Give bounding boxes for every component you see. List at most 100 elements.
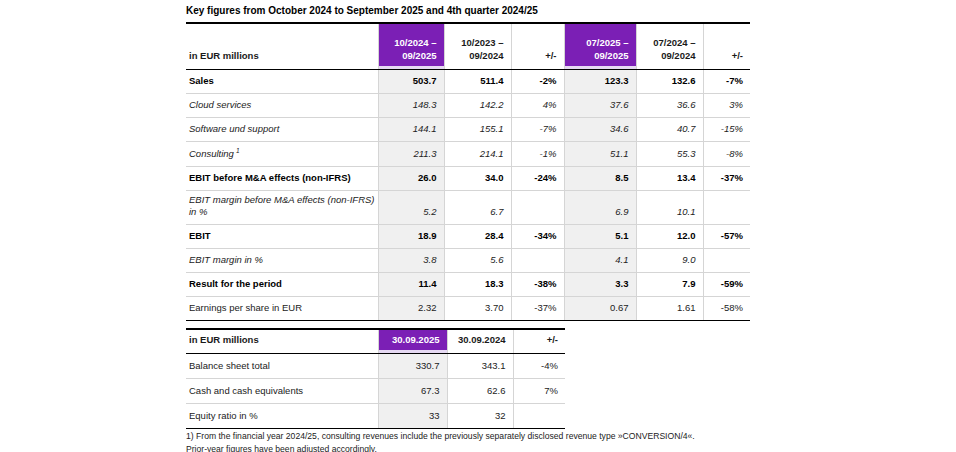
- header-line: +/-: [732, 50, 743, 61]
- cell-value: -58%: [703, 296, 750, 320]
- cell-value: 511.4: [444, 69, 511, 93]
- table-header-row: in EUR millions 30.09.2025 30.09.2024 +/…: [186, 329, 565, 353]
- table-header-row: in EUR millions 10/2024 –09/2025 10/2023…: [186, 23, 750, 69]
- page-title: Key figures from October 2024 to Septemb…: [186, 5, 786, 16]
- cell-value: -7%: [703, 69, 750, 93]
- table-row-sales: Sales 503.7 511.4 -2% 123.3 132.6 -7%: [186, 69, 750, 93]
- cell-value: 5.2: [378, 190, 444, 224]
- table-row-ebit-margin: EBIT margin in % 3.8 5.6 4.1 9.0: [186, 248, 750, 272]
- cell-value: 10.1: [636, 190, 703, 224]
- cell-value: [511, 190, 564, 224]
- cell-value: 4.1: [564, 248, 636, 272]
- cell-value: 62.6: [447, 378, 513, 403]
- cell-value: [511, 248, 564, 272]
- header-line: 09/2025: [594, 50, 628, 61]
- table-row-balance-sheet-total: Balance sheet total 330.7 343.1 -4%: [186, 353, 565, 378]
- header-line: 09/2024: [469, 50, 503, 61]
- cell-value: 34.6: [564, 117, 636, 141]
- cell-value: 13.4: [636, 166, 703, 190]
- cell-value: 0.67: [564, 296, 636, 320]
- row-label: Cloud services: [186, 93, 378, 117]
- cell-value: 211.3: [378, 141, 444, 166]
- header-col-change-quarter: +/-: [703, 23, 750, 69]
- row-label: Consulting1: [186, 141, 378, 166]
- row-label: Result for the period: [186, 272, 378, 296]
- table-row-cloud-services: Cloud services 148.3 142.2 4% 37.6 36.6 …: [186, 93, 750, 117]
- header-col-date-prior: 30.09.2024: [447, 329, 513, 353]
- table-row-result-for-period: Result for the period 11.4 18.3 -38% 3.3…: [186, 272, 750, 296]
- cell-value: -7%: [511, 117, 564, 141]
- table-row-equity-ratio: Equity ratio in % 33 32: [186, 403, 565, 428]
- cell-value: 1.61: [636, 296, 703, 320]
- cell-value: -1%: [511, 141, 564, 166]
- row-label: Sales: [186, 69, 378, 93]
- header-line: 07/2024 –: [653, 37, 695, 48]
- row-label: EBIT margin in %: [186, 248, 378, 272]
- cell-value: 11.4: [378, 272, 444, 296]
- header-line: 09/2024: [661, 50, 695, 61]
- cell-value: 26.0: [378, 166, 444, 190]
- header-line: 07/2025 –: [586, 37, 628, 48]
- header-col-change: +/-: [513, 329, 565, 353]
- cell-value: -8%: [703, 141, 750, 166]
- row-label: Balance sheet total: [186, 353, 378, 378]
- cell-value: 148.3: [378, 93, 444, 117]
- cell-value: 34.0: [444, 166, 511, 190]
- header-col-current-year: 10/2024 –09/2025: [378, 23, 444, 69]
- header-col-current-quarter: 07/2025 – 09/2025: [564, 23, 636, 69]
- footnote: 1) From the financial year 2024/25, cons…: [186, 430, 786, 452]
- header-unit-label: in EUR millions: [186, 329, 378, 353]
- table-row-ebit-before-ma: EBIT before M&A effects (non-IFRS) 26.0 …: [186, 166, 750, 190]
- header-line: +/-: [545, 50, 556, 61]
- cell-value: 7.9: [636, 272, 703, 296]
- cell-value: 18.9: [378, 224, 444, 248]
- cell-value: 28.4: [444, 224, 511, 248]
- cell-value: 5.1: [564, 224, 636, 248]
- cell-value: 144.1: [378, 117, 444, 141]
- table-row-software-support: Software und support 144.1 155.1 -7% 34.…: [186, 117, 750, 141]
- footnote-line: 1) From the financial year 2024/25, cons…: [186, 430, 786, 443]
- cell-value: 32: [447, 403, 513, 428]
- cell-value: -34%: [511, 224, 564, 248]
- cell-value: -59%: [703, 272, 750, 296]
- balance-sheet-table: in EUR millions 30.09.2025 30.09.2024 +/…: [186, 328, 565, 429]
- cell-value: 3.8: [378, 248, 444, 272]
- cell-value: 6.7: [444, 190, 511, 224]
- row-label: Equity ratio in %: [186, 403, 378, 428]
- header-unit-label: in EUR millions: [186, 23, 378, 69]
- row-label: Software und support: [186, 117, 378, 141]
- cell-value: 6.9: [564, 190, 636, 224]
- cell-value: -37%: [511, 296, 564, 320]
- cell-value: 55.3: [636, 141, 703, 166]
- cell-value: 214.1: [444, 141, 511, 166]
- cell-value: 18.3: [444, 272, 511, 296]
- header-col-prior-quarter: 07/2024 – 09/2024: [636, 23, 703, 69]
- header-line: 10/2023 –: [461, 37, 503, 48]
- cell-value: 4%: [511, 93, 564, 117]
- table-row-earnings-per-share: Earnings per share in EUR 2.32 3.70 -37%…: [186, 296, 750, 320]
- table-row-consulting: Consulting1 211.3 214.1 -1% 51.1 55.3 -8…: [186, 141, 750, 166]
- table-row-cash-equivalents: Cash and cash equivalents 67.3 62.6 7%: [186, 378, 565, 403]
- cell-value: 3.3: [564, 272, 636, 296]
- footnote-line: Prior-year figures have been adjusted ac…: [186, 443, 786, 452]
- row-label: EBIT before M&A effects (non-IFRS): [186, 166, 378, 190]
- row-label: Earnings per share in EUR: [186, 296, 378, 320]
- cell-value: 3.70: [444, 296, 511, 320]
- cell-value: 33: [378, 403, 447, 428]
- cell-value: 142.2: [444, 93, 511, 117]
- cell-value: 40.7: [636, 117, 703, 141]
- cell-value: 2.32: [378, 296, 444, 320]
- cell-value: 9.0: [636, 248, 703, 272]
- table-row-ebit: EBIT 18.9 28.4 -34% 5.1 12.0 -57%: [186, 224, 750, 248]
- header-col-change-year: +/-: [511, 23, 564, 69]
- cell-value: 343.1: [447, 353, 513, 378]
- cell-value: -2%: [511, 69, 564, 93]
- cell-value: 155.1: [444, 117, 511, 141]
- cell-value: [703, 190, 750, 224]
- cell-value: [513, 403, 565, 428]
- cell-value: 3%: [703, 93, 750, 117]
- header-col-date-current: 30.09.2025: [378, 329, 447, 353]
- cell-value: 5.6: [444, 248, 511, 272]
- cell-value: -24%: [511, 166, 564, 190]
- footnote-marker: 1: [236, 147, 240, 154]
